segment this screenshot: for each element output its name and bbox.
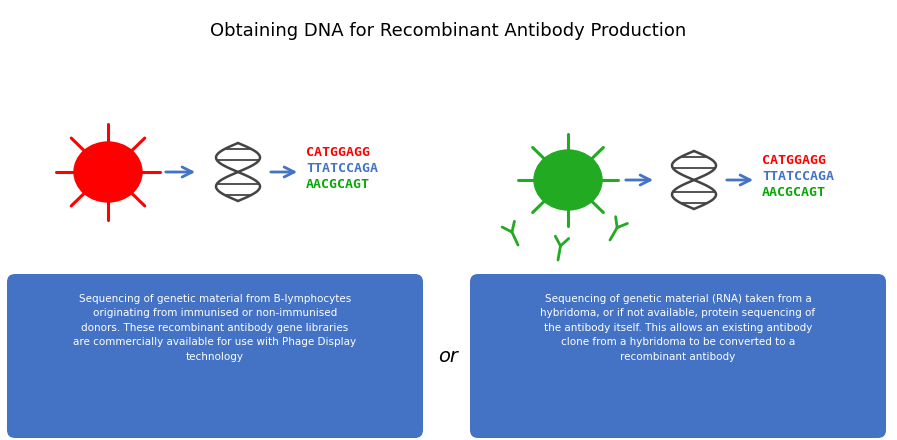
FancyBboxPatch shape [7,274,423,438]
Text: Obtaining DNA for Recombinant Antibody Production: Obtaining DNA for Recombinant Antibody P… [210,22,686,40]
Ellipse shape [74,142,142,202]
Text: TTATCCAGA: TTATCCAGA [306,162,378,175]
Text: AACGCAGT: AACGCAGT [306,178,370,191]
Text: AACGCAGT: AACGCAGT [762,186,826,199]
Text: CATGGAGG: CATGGAGG [762,154,826,167]
Text: Sequencing of genetic material from B-lymphocytes
originating from immunised or : Sequencing of genetic material from B-ly… [74,294,357,362]
Text: TTATCCAGA: TTATCCAGA [762,170,834,183]
FancyBboxPatch shape [470,274,886,438]
Text: or: or [438,347,458,366]
Text: Sequencing of genetic material (RNA) taken from a
hybridoma, or if not available: Sequencing of genetic material (RNA) tak… [540,294,815,362]
Text: CATGGAGG: CATGGAGG [306,146,370,159]
Ellipse shape [534,150,602,210]
